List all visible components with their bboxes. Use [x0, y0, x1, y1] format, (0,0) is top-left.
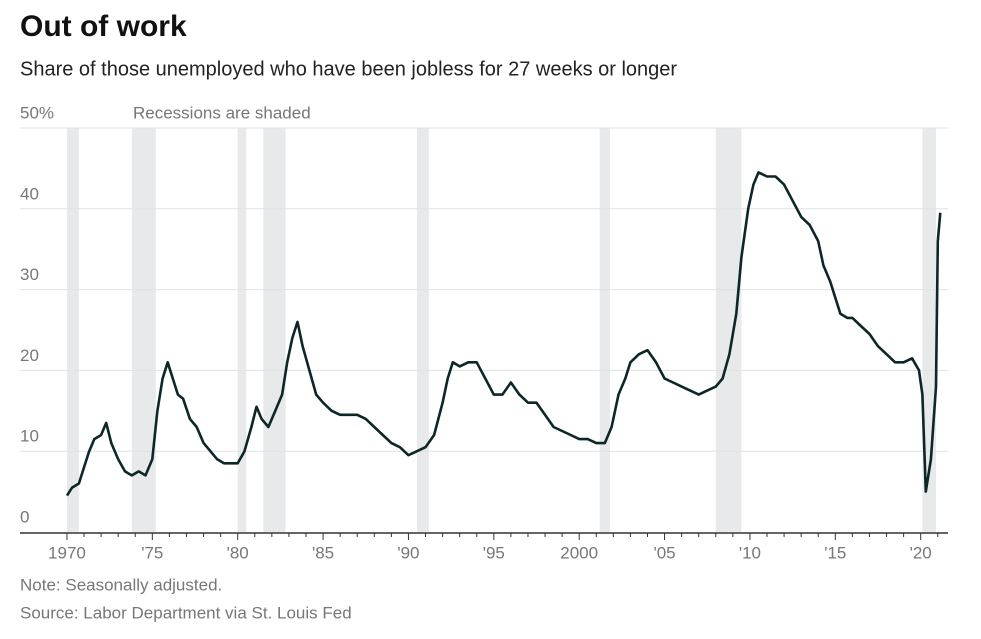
- recession-band: [263, 128, 286, 532]
- x-tick-label: '95: [483, 543, 505, 562]
- recession-band: [715, 128, 742, 532]
- x-tick-label: '85: [312, 543, 334, 562]
- x-tick-label: '80: [227, 543, 249, 562]
- y-tick-label: 50%: [20, 103, 54, 122]
- y-tick-label: 10: [20, 427, 39, 446]
- note: Note: Seasonally adjusted.: [20, 575, 222, 594]
- data-line: [65, 171, 942, 497]
- x-tick-label: '05: [653, 543, 675, 562]
- y-tick-label: 30: [20, 265, 39, 284]
- recession-band: [131, 128, 156, 532]
- x-tick-label: 2000: [560, 543, 598, 562]
- recession-band: [599, 128, 610, 532]
- x-tick-label: '75: [141, 543, 163, 562]
- x-tick-label: 1970: [48, 543, 86, 562]
- recession-band: [66, 128, 79, 532]
- x-tick-label: '20: [910, 543, 932, 562]
- annotation: Recessions are shaded: [133, 103, 311, 122]
- source: Source: Labor Department via St. Louis F…: [20, 603, 352, 622]
- y-tick-label: 20: [20, 346, 39, 365]
- recession-band: [416, 128, 429, 532]
- x-tick-label: '90: [397, 543, 419, 562]
- chart-subtitle: Share of those unemployed who have been …: [20, 58, 677, 80]
- x-tick-label: '15: [824, 543, 846, 562]
- chart-title: Out of work: [20, 10, 187, 43]
- y-tick-label: 0: [20, 507, 29, 526]
- recession-band: [237, 128, 247, 532]
- x-tick-label: '10: [739, 543, 761, 562]
- y-tick-label: 40: [20, 184, 39, 203]
